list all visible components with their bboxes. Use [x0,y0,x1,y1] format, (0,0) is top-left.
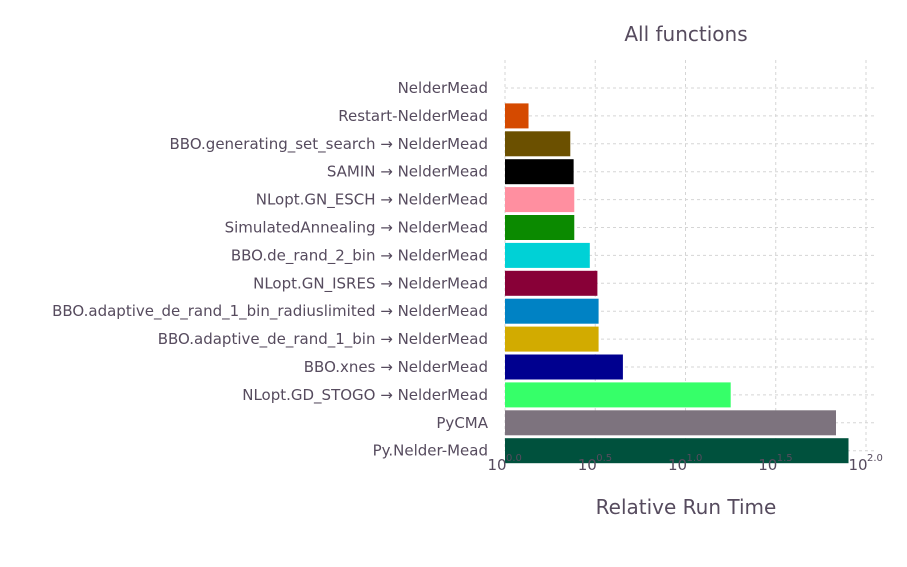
category-labels: NelderMead Restart-NelderMead BBO.generati… [52,79,489,460]
x-tick-exponent-1: 0.5 [596,453,612,464]
x-tick-label-4: 10 [848,456,867,474]
category-label-3: SAMIN → NelderMead [327,163,488,181]
bars [505,103,849,464]
category-label-0: NelderMead [398,79,488,97]
x-tick-exponent-0: 0.0 [506,453,522,464]
category-label-11: NLopt.GD_STOGO → NelderMead [242,386,488,405]
category-label-4: NLopt.GN_ESCH → NelderMead [256,191,488,210]
bar-9 [505,326,599,352]
category-label-5: SimulatedAnnealing → NelderMead [225,219,488,237]
category-label-1: Restart-NelderMead [338,107,488,125]
bar-1 [505,103,529,129]
x-tick-label-3: 10 [758,456,777,474]
bar-8 [505,298,599,324]
x-tick-exponent-2: 1.0 [687,453,703,464]
bar-2 [505,131,571,157]
chart-title: All functions [624,22,747,46]
bar-3 [505,159,574,185]
bar-5 [505,215,575,240]
category-label-10: BBO.xnes → NelderMead [304,358,488,376]
bar-10 [505,354,623,380]
category-label-9: BBO.adaptive_de_rand_1_bin → NelderMead [158,330,488,349]
x-tick-exponent-3: 1.5 [777,453,793,464]
category-label-2: BBO.generating_set_search → NelderMead [170,135,488,154]
bar-13 [505,438,849,464]
bar-12 [505,410,836,436]
category-label-13: Py.Nelder-Mead [373,442,488,460]
x-axis-ticks: 10 0.0 10 0.5 10 1.0 10 1.5 10 2.0 [487,453,882,474]
bar-11 [505,382,731,408]
x-tick-label-2: 10 [668,456,687,474]
category-label-8: BBO.adaptive_de_rand_1_bin_radiuslimited… [52,302,488,321]
x-axis-label: Relative Run Time [596,495,777,519]
category-label-7: NLopt.GN_ISRES → NelderMead [253,274,488,293]
bar-6 [505,242,590,268]
bar-4 [505,187,575,213]
x-tick-exponent-4: 2.0 [867,453,883,464]
bar-7 [505,270,598,296]
category-label-12: PyCMA [436,414,488,432]
category-label-6: BBO.de_rand_2_bin → NelderMead [231,246,488,265]
x-tick-label-1: 10 [578,456,597,474]
x-tick-label-0: 10 [487,456,506,474]
